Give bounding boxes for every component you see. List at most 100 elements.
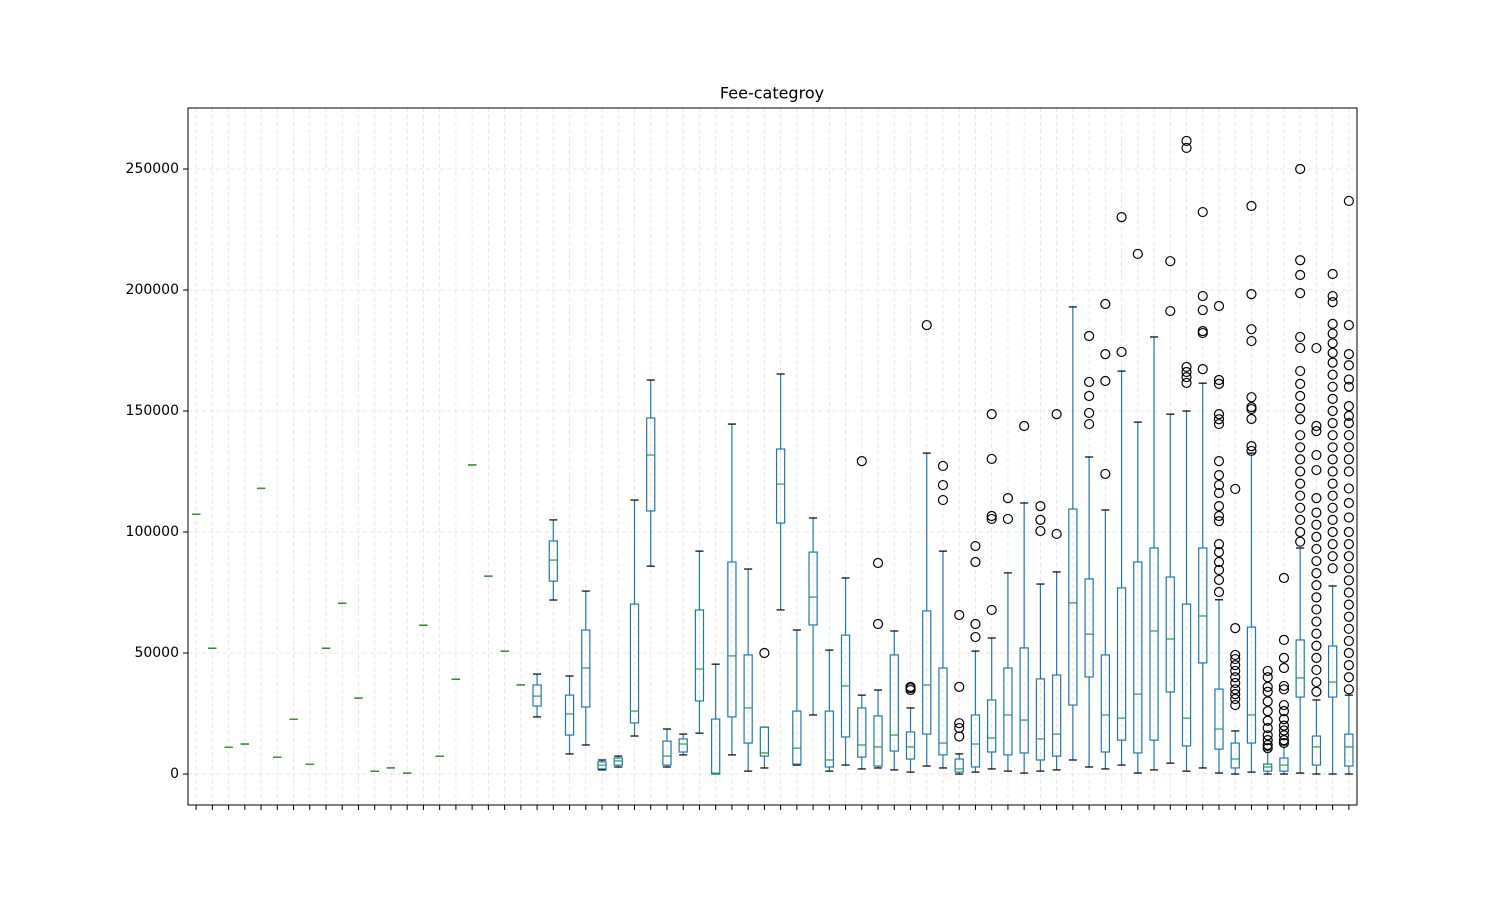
box	[889, 654, 899, 752]
outlier	[1230, 699, 1241, 711]
outlier	[1295, 514, 1306, 526]
outlier	[1262, 739, 1273, 751]
box	[922, 610, 932, 735]
outlier	[1343, 623, 1354, 634]
outlier	[1343, 635, 1354, 647]
outlier	[1278, 699, 1290, 711]
outlier	[1213, 574, 1225, 586]
outlier	[1327, 290, 1338, 302]
outlier	[1100, 468, 1111, 480]
outlier	[1343, 587, 1354, 598]
outlier	[1327, 466, 1338, 477]
outlier	[1197, 290, 1208, 302]
outlier	[1327, 418, 1338, 429]
outlier	[1278, 634, 1290, 646]
outlier	[1343, 512, 1354, 523]
outlier	[1343, 319, 1354, 331]
outlier	[1295, 414, 1306, 425]
outlier	[1311, 652, 1322, 663]
outlier	[1327, 318, 1338, 329]
outlier	[1197, 206, 1208, 218]
outlier	[1213, 378, 1225, 389]
outlier	[1327, 405, 1338, 417]
box	[873, 715, 883, 767]
outlier	[921, 319, 932, 331]
outlier	[1295, 288, 1306, 299]
outlier	[1343, 575, 1354, 586]
box	[1068, 508, 1078, 706]
outlier	[1116, 346, 1127, 358]
box	[759, 726, 770, 757]
box	[1165, 576, 1175, 693]
y-tick-label: 150000	[126, 403, 179, 419]
outlier	[986, 513, 997, 525]
outlier	[1230, 684, 1241, 695]
outlier	[856, 455, 867, 467]
outlier	[1327, 539, 1338, 550]
outlier	[954, 731, 965, 742]
outlier	[1295, 490, 1306, 501]
outlier	[1311, 568, 1322, 579]
outlier	[1311, 464, 1322, 476]
outlier	[1246, 200, 1257, 212]
outlier	[1002, 493, 1014, 504]
box	[792, 710, 802, 765]
outlier	[1327, 393, 1338, 405]
outlier	[1343, 360, 1354, 371]
box	[775, 448, 786, 524]
outlier	[1197, 304, 1208, 316]
outlier	[1343, 195, 1354, 207]
box	[1246, 626, 1257, 744]
outlier	[872, 557, 884, 569]
outlier	[1246, 413, 1257, 425]
box	[1230, 742, 1240, 769]
outlier	[1213, 374, 1225, 386]
outlier	[1213, 510, 1225, 522]
outlier	[937, 479, 949, 491]
outlier	[1051, 528, 1062, 540]
outlier	[1327, 490, 1338, 501]
outlier	[1278, 735, 1290, 746]
box	[694, 609, 705, 702]
outlier	[1327, 430, 1338, 441]
box	[1181, 603, 1192, 747]
outlier	[1327, 338, 1338, 349]
outlier	[1343, 497, 1354, 509]
outlier	[1327, 328, 1338, 339]
box	[954, 758, 964, 773]
outlier	[1100, 349, 1111, 360]
outlier	[1343, 442, 1354, 453]
outlier	[1295, 402, 1306, 414]
outlier	[1262, 743, 1273, 754]
outlier	[1213, 546, 1225, 558]
outlier	[1213, 409, 1225, 420]
outlier	[1262, 696, 1273, 707]
outlier	[1295, 430, 1306, 441]
outlier	[1278, 737, 1290, 749]
outlier	[1230, 622, 1241, 634]
outlier	[1262, 722, 1273, 734]
outlier	[1181, 372, 1192, 383]
outlier	[1311, 628, 1322, 639]
box	[1051, 674, 1062, 757]
outlier	[1295, 454, 1306, 465]
outlier	[1295, 163, 1306, 175]
outlier	[1295, 331, 1306, 343]
box	[987, 699, 997, 753]
box	[970, 714, 981, 768]
outlier	[1213, 539, 1225, 550]
outlier	[1230, 672, 1241, 683]
outlier	[1230, 693, 1241, 705]
outlier	[1343, 418, 1354, 429]
outlier	[1213, 479, 1225, 491]
outlier	[1084, 376, 1095, 388]
outlier	[905, 681, 916, 692]
outlier	[1278, 730, 1290, 741]
outlier	[1343, 349, 1354, 360]
outlier	[1246, 445, 1257, 457]
outlier	[1278, 705, 1290, 717]
outlier	[1246, 392, 1257, 403]
outlier	[1262, 715, 1273, 726]
outlier	[1343, 599, 1354, 610]
